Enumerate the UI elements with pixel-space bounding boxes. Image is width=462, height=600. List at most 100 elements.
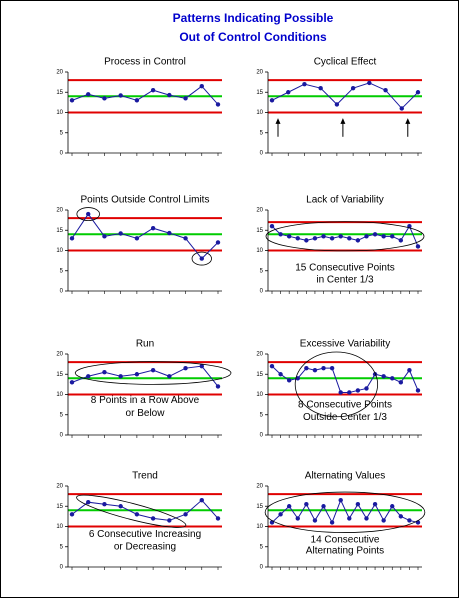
data-point bbox=[407, 368, 412, 373]
data-point bbox=[215, 384, 221, 389]
chart-title: Points Outside Control Limits bbox=[81, 195, 210, 206]
series-line bbox=[71, 85, 219, 105]
data-point bbox=[364, 386, 369, 391]
data-point bbox=[150, 88, 156, 93]
data-point bbox=[399, 106, 404, 111]
annotation: 8 Points in a Row Above bbox=[91, 395, 200, 406]
highlight-ellipse bbox=[294, 351, 379, 418]
chart-title: Trend bbox=[132, 471, 158, 482]
y-tick-label: 15 bbox=[256, 90, 263, 96]
chart-panel: Trend 0 5 10 15 20 6 Consecutive Increasingor … bbox=[56, 471, 222, 571]
page-title: Patterns Indicating Possible bbox=[173, 11, 334, 25]
data-point bbox=[278, 232, 283, 237]
data-point bbox=[118, 504, 123, 509]
y-tick-label: 20 bbox=[56, 352, 63, 358]
data-point bbox=[329, 365, 335, 371]
series-line bbox=[71, 213, 219, 260]
series-line bbox=[71, 499, 219, 521]
data-point bbox=[355, 502, 361, 507]
data-point bbox=[355, 388, 361, 393]
annotation: 8 Consecutive Points bbox=[298, 400, 392, 411]
data-point bbox=[102, 502, 107, 507]
y-tick-label: 0 bbox=[60, 565, 64, 571]
data-point bbox=[69, 98, 75, 103]
data-point bbox=[329, 520, 335, 525]
series-line bbox=[271, 82, 419, 110]
chart-panel: Excessive Variability 0 5 10 15 20 8 Consecuti… bbox=[256, 339, 422, 439]
annotation: Outside Center 1/3 bbox=[303, 412, 387, 423]
y-tick-label: 20 bbox=[256, 484, 263, 490]
chart-panel: Process in Control 0 5 10 15 20 bbox=[56, 57, 222, 157]
chart-panel: Alternating Values 0 5 10 15 20 14 Consecutive… bbox=[256, 471, 426, 571]
arrow-head bbox=[340, 118, 346, 124]
data-point bbox=[150, 226, 156, 231]
data-point bbox=[355, 238, 361, 243]
annotation: 6 Consecutive Increasing bbox=[89, 529, 201, 540]
y-tick-label: 20 bbox=[56, 208, 63, 214]
data-point bbox=[338, 234, 343, 239]
data-point bbox=[347, 390, 352, 395]
data-point bbox=[199, 256, 204, 261]
chart-panel: Lack of Variability 0 5 10 15 20 15 Consecutiv… bbox=[256, 195, 425, 295]
chart-panel: Points Outside Control Limits 0 5 10 15 20 bbox=[56, 195, 222, 295]
data-point bbox=[86, 211, 91, 217]
highlight-ellipse bbox=[191, 251, 212, 266]
data-point bbox=[118, 374, 123, 379]
data-point bbox=[199, 497, 204, 503]
data-point bbox=[69, 512, 75, 517]
data-point bbox=[167, 230, 172, 236]
highlight-ellipse bbox=[76, 207, 100, 221]
annotation: 15 Consecutive Points bbox=[295, 263, 395, 274]
y-tick-label: 0 bbox=[260, 151, 264, 157]
data-point bbox=[134, 372, 140, 377]
highlight-ellipse bbox=[76, 494, 187, 528]
data-point bbox=[118, 231, 123, 236]
chart-title: Lack of Variability bbox=[306, 195, 384, 206]
y-tick-label: 5 bbox=[260, 130, 264, 136]
data-point bbox=[338, 390, 343, 395]
data-point bbox=[329, 236, 335, 241]
chart-title: Run bbox=[136, 339, 154, 350]
y-tick-label: 0 bbox=[260, 289, 264, 295]
y-tick-label: 10 bbox=[56, 248, 63, 254]
data-point bbox=[367, 80, 372, 86]
data-point bbox=[199, 363, 204, 369]
data-point bbox=[102, 96, 107, 101]
y-tick-label: 10 bbox=[56, 524, 63, 530]
data-point bbox=[302, 81, 307, 87]
data-point bbox=[312, 368, 318, 373]
y-tick-label: 10 bbox=[256, 524, 263, 530]
annotation: 14 Consecutive bbox=[311, 535, 380, 546]
data-point bbox=[199, 83, 204, 89]
data-point bbox=[372, 502, 378, 507]
data-point bbox=[398, 380, 404, 385]
data-point bbox=[304, 238, 309, 243]
chart-title: Alternating Values bbox=[305, 471, 385, 482]
y-tick-label: 0 bbox=[60, 289, 64, 295]
data-point bbox=[278, 372, 283, 377]
data-point bbox=[350, 86, 356, 91]
data-point bbox=[312, 236, 318, 241]
series-line bbox=[271, 498, 419, 524]
data-point bbox=[321, 234, 326, 239]
chart-title: Process in Control bbox=[104, 57, 186, 68]
y-tick-label: 5 bbox=[260, 544, 264, 550]
chart-panel: Cyclical Effect 0 5 10 15 20 bbox=[256, 57, 422, 157]
annotation: or Decreasing bbox=[114, 541, 176, 552]
y-tick-label: 15 bbox=[56, 228, 63, 234]
y-tick-label: 10 bbox=[56, 392, 63, 398]
data-point bbox=[286, 504, 292, 509]
data-point bbox=[381, 518, 386, 523]
data-point bbox=[381, 374, 386, 379]
y-tick-label: 20 bbox=[256, 208, 263, 214]
y-tick-label: 15 bbox=[256, 228, 263, 234]
data-point bbox=[304, 365, 309, 371]
data-point bbox=[118, 93, 123, 98]
data-point bbox=[167, 518, 172, 523]
annotation: Alternating Points bbox=[306, 545, 384, 556]
data-point bbox=[134, 236, 140, 241]
y-tick-label: 10 bbox=[256, 110, 263, 116]
y-tick-label: 0 bbox=[260, 433, 264, 439]
data-point bbox=[381, 234, 386, 239]
data-point bbox=[269, 363, 275, 369]
